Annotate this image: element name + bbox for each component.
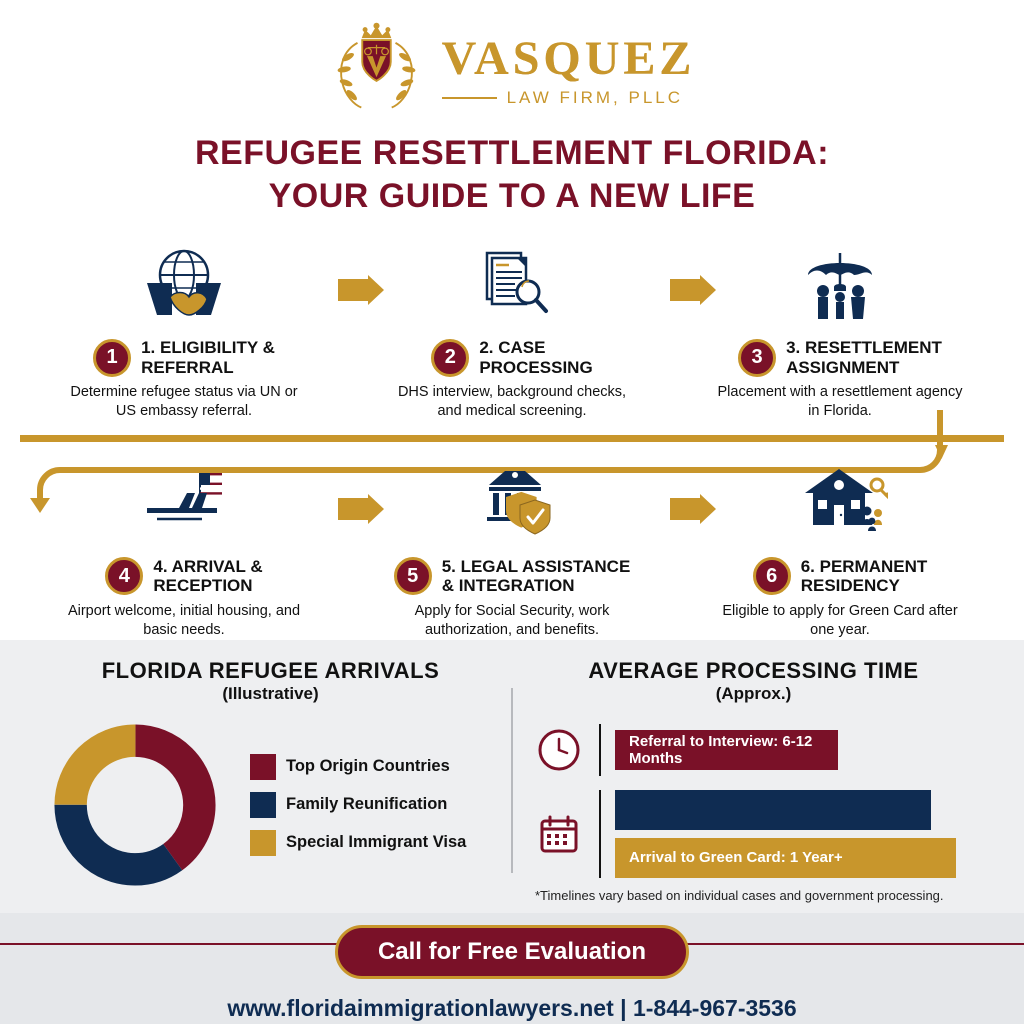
step-title-3: 3. RESETTLEMENT ASSIGNMENT bbox=[786, 338, 942, 377]
time-bar-3: Arrival to Green Card: 1 Year+ bbox=[615, 838, 956, 878]
donut-chart bbox=[50, 720, 220, 890]
brand-text-block: VASQUEZ LAW FIRM, PLLC bbox=[442, 31, 696, 108]
calendar-icon bbox=[533, 808, 585, 860]
step-title-6: 6. PERMANENT RESIDENCY bbox=[801, 557, 928, 596]
brand-subtitle-row: LAW FIRM, PLLC bbox=[442, 88, 696, 108]
footer-contact-text: www.floridaimmigrationlawyers.net | 1-84… bbox=[227, 995, 796, 1022]
step-number-5[interactable]: 5 bbox=[394, 557, 432, 595]
footer-section: Call for Free Evaluation www.floridaimmi… bbox=[0, 913, 1024, 1024]
processing-time-subtitle: (Approx.) bbox=[533, 684, 974, 704]
header-section: VASQUEZ LAW FIRM, PLLC REFUGEE RESETTLEM… bbox=[0, 0, 1024, 223]
step-number-1[interactable]: 1 bbox=[93, 339, 131, 377]
step-card-6: 6 6. PERMANENT RESIDENCY Eligible to app… bbox=[676, 456, 1004, 640]
step-card-1: 1 1. ELIGIBILITY & REFERRAL Determine re… bbox=[20, 237, 348, 421]
processing-time-footnote: *Timelines vary based on individual case… bbox=[535, 888, 974, 903]
step-desc-4: Airport welcome, initial housing, and ba… bbox=[59, 602, 309, 640]
steps-row2-wrap: 4 4. ARRIVAL & RECEPTION Airport welcome… bbox=[0, 442, 1024, 640]
infographic-page: VASQUEZ LAW FIRM, PLLC REFUGEE RESETTLEM… bbox=[0, 0, 1024, 1024]
step-title-2: 2. CASE PROCESSING bbox=[479, 338, 592, 377]
legend-item-2: Family Reunification bbox=[250, 792, 466, 818]
document-search-icon bbox=[457, 237, 567, 332]
page-title-block: REFUGEE RESETTLEMENT FLORIDA: YOUR GUIDE… bbox=[195, 132, 829, 217]
legend-item-3: Special Immigrant Visa bbox=[250, 830, 466, 856]
time-bar-1: Referral to Interview: 6-12 Months bbox=[615, 730, 838, 770]
step-title-1: 1. ELIGIBILITY & REFERRAL bbox=[141, 338, 275, 377]
time-bar-2 bbox=[615, 790, 931, 830]
plane-flag-icon bbox=[129, 456, 239, 551]
charts-section: FLORIDA REFUGEE ARRIVALS (Illustrative) … bbox=[0, 640, 1024, 913]
house-family-key-icon bbox=[785, 456, 895, 551]
step-card-5: 5 5. LEGAL ASSISTANCE & INTEGRATION Appl… bbox=[348, 456, 676, 640]
handshake-globe-icon bbox=[129, 237, 239, 332]
step-number-3[interactable]: 3 bbox=[738, 339, 776, 377]
step-number-2[interactable]: 2 bbox=[431, 339, 469, 377]
clock-icon bbox=[533, 724, 585, 776]
step-card-4: 4 4. ARRIVAL & RECEPTION Airport welcome… bbox=[20, 456, 348, 640]
step-card-3: 3 3. RESETTLEMENT ASSIGNMENT Placement w… bbox=[676, 237, 1004, 421]
processing-time-column: AVERAGE PROCESSING TIME (Approx.) Referr… bbox=[513, 658, 994, 903]
step-desc-5: Apply for Social Security, work authoriz… bbox=[387, 602, 637, 640]
step-number-4[interactable]: 4 bbox=[105, 557, 143, 595]
processing-time-bars: Referral to Interview: 6-12 Months bbox=[615, 730, 974, 770]
family-umbrella-icon bbox=[785, 237, 895, 332]
page-title-line1: REFUGEE RESETTLEMENT FLORIDA: bbox=[195, 132, 829, 175]
steps-row2: 4 4. ARRIVAL & RECEPTION Airport welcome… bbox=[20, 456, 1004, 640]
bank-shield-icon bbox=[457, 456, 567, 551]
processing-time-title: AVERAGE PROCESSING TIME bbox=[533, 658, 974, 684]
legend-item-1: Top Origin Countries bbox=[250, 754, 466, 780]
step-card-2: 2 2. CASE PROCESSING DHS interview, back… bbox=[348, 237, 676, 421]
step-title-4: 4. ARRIVAL & RECEPTION bbox=[153, 557, 262, 596]
brand-name: VASQUEZ bbox=[442, 31, 696, 86]
call-for-evaluation-button[interactable]: Call for Free Evaluation bbox=[335, 925, 689, 979]
donut-chart-title: FLORIDA REFUGEE ARRIVALS bbox=[50, 658, 491, 684]
vasquez-crest-logo bbox=[329, 14, 424, 124]
steps-row1: 1 1. ELIGIBILITY & REFERRAL Determine re… bbox=[20, 237, 1004, 421]
donut-chart-subtitle: (Illustrative) bbox=[50, 684, 491, 704]
brand-subtitle: LAW FIRM, PLLC bbox=[507, 88, 683, 108]
step-number-6[interactable]: 6 bbox=[753, 557, 791, 595]
page-title-line2: YOUR GUIDE TO A NEW LIFE bbox=[195, 175, 829, 218]
step-desc-6: Eligible to apply for Green Card after o… bbox=[715, 602, 965, 640]
donut-legend: Top Origin Countries Family Reunificatio… bbox=[250, 754, 466, 856]
logo-row: VASQUEZ LAW FIRM, PLLC bbox=[329, 14, 696, 124]
donut-chart-column: FLORIDA REFUGEE ARRIVALS (Illustrative) … bbox=[30, 658, 511, 903]
step-title-5: 5. LEGAL ASSISTANCE & INTEGRATION bbox=[442, 557, 631, 596]
